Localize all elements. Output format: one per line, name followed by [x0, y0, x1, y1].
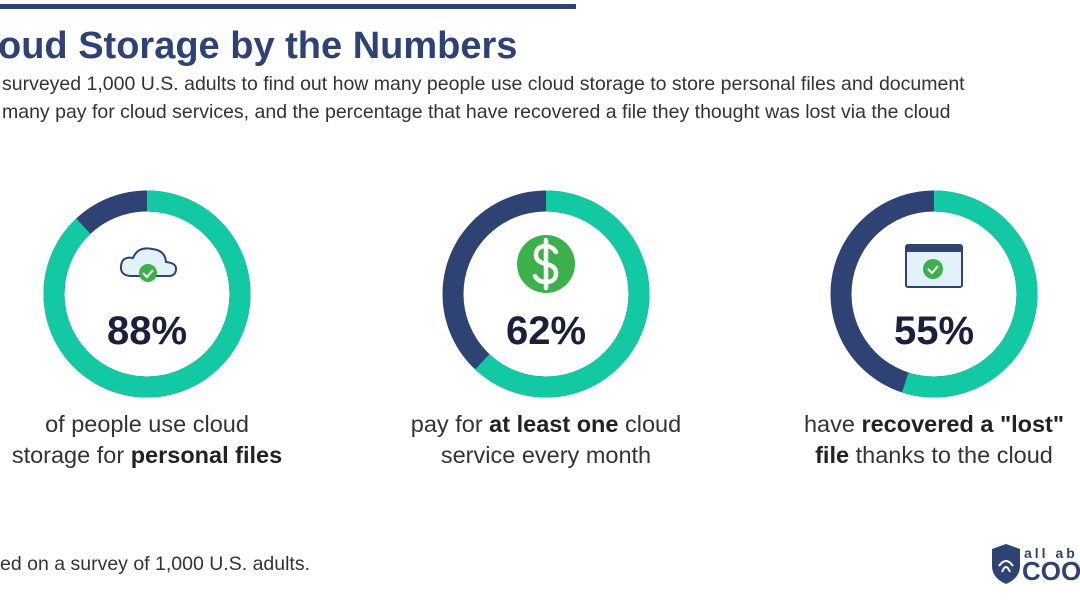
caption-segment: cloud	[618, 411, 681, 437]
subtitle-line: surveyed 1,000 U.S. adults to find out h…	[2, 73, 965, 95]
caption-segment: have	[804, 411, 862, 437]
caption-line: service every month	[441, 442, 651, 468]
caption-segment: file	[815, 442, 849, 468]
donut-arc	[43, 190, 251, 398]
logo-shield	[992, 544, 1020, 584]
caption-segment: personal files	[131, 442, 283, 468]
logo-text: all ab	[1024, 545, 1078, 561]
value-label: 62%	[506, 309, 586, 353]
top-bar	[0, 4, 576, 9]
caption-line: storage for personal files	[12, 442, 282, 468]
title: oud Storage by the Numbers	[0, 25, 517, 67]
caption-segment: storage for	[12, 442, 131, 468]
caption-segment: service every month	[441, 442, 651, 468]
donut-arc	[902, 190, 1038, 398]
dollar-icon	[517, 235, 575, 293]
donut-arc	[475, 190, 650, 398]
logo-print	[998, 560, 1014, 573]
logo: all ab COOK	[992, 544, 1080, 586]
caption-line: have recovered a "lost"	[804, 411, 1064, 437]
caption-segment: pay for	[411, 411, 489, 437]
window-icon	[905, 244, 963, 288]
caption-line: of people use cloud	[45, 411, 249, 437]
caption-segment: recovered a "lost"	[861, 411, 1064, 437]
caption-segment: at least one	[489, 411, 618, 437]
footer: ed on a survey of 1,000 U.S. adults.	[0, 553, 310, 575]
subtitle-line: many pay for cloud services, and the per…	[2, 101, 950, 123]
caption-segment: of people use cloud	[45, 411, 249, 437]
value-label: 55%	[894, 309, 974, 353]
logo-text: COOK	[1022, 556, 1080, 586]
value-label: 88%	[107, 309, 187, 353]
caption-line: pay for at least one cloud	[411, 411, 681, 437]
caption-segment: thanks to the cloud	[849, 442, 1053, 468]
cloud-icon	[119, 247, 178, 282]
caption-line: file thanks to the cloud	[815, 442, 1053, 468]
